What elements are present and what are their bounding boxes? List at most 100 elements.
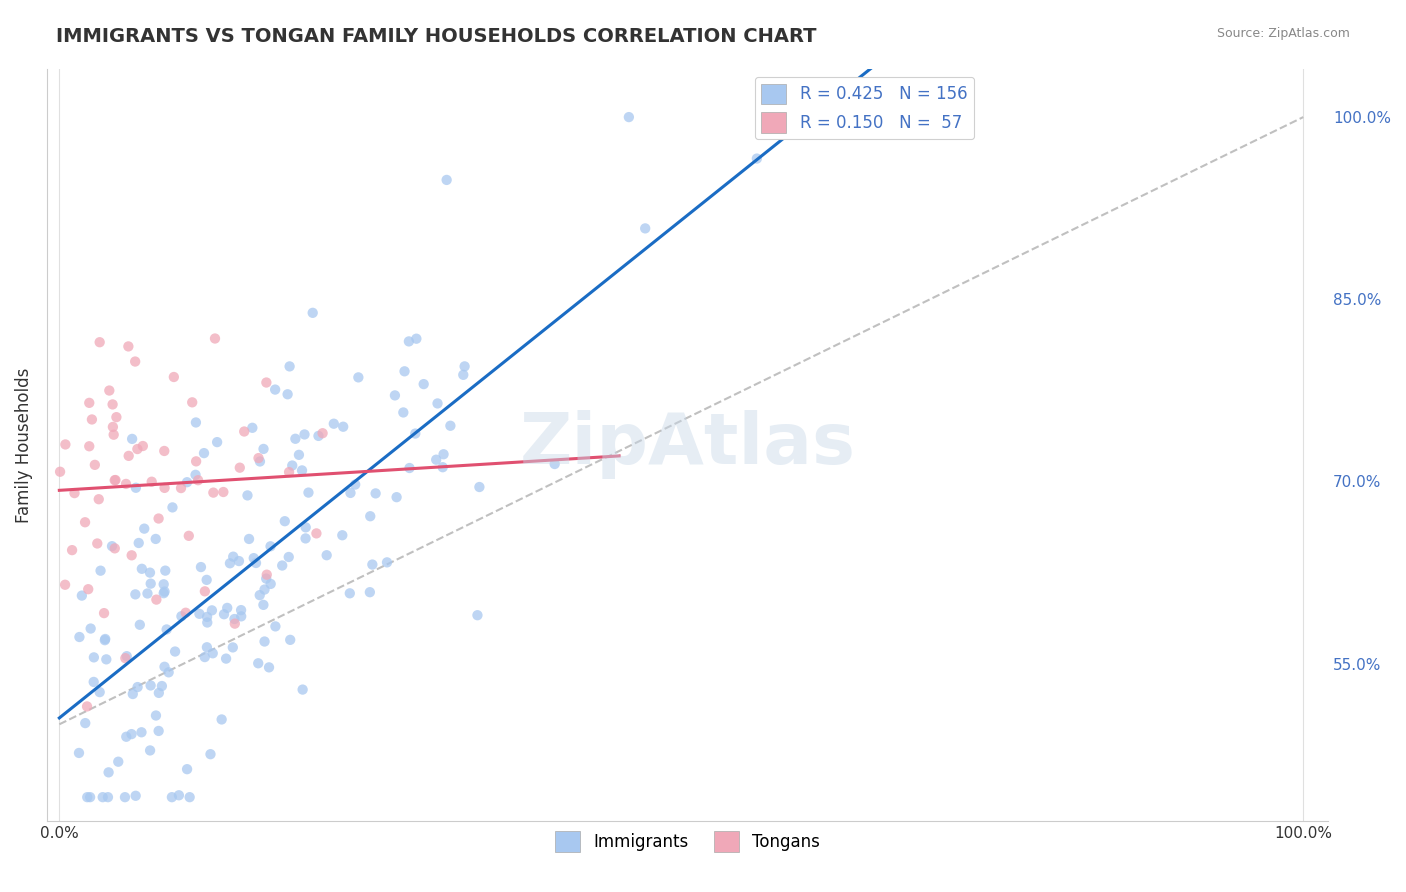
Point — [240, 421, 263, 435]
Point — [148, 686, 170, 700]
Point — [170, 609, 193, 624]
Point — [201, 603, 224, 617]
Point — [228, 554, 250, 568]
Point — [114, 651, 136, 665]
Point — [160, 790, 183, 805]
Point — [124, 789, 146, 803]
Point — [219, 556, 242, 570]
Point — [49, 465, 72, 479]
Point — [242, 551, 264, 566]
Point — [453, 368, 475, 382]
Point — [278, 359, 301, 374]
Point — [128, 536, 150, 550]
Point — [257, 660, 280, 674]
Point — [247, 451, 270, 466]
Point — [359, 585, 381, 599]
Point — [332, 419, 354, 434]
Point — [117, 339, 139, 353]
Point — [260, 577, 283, 591]
Point — [101, 420, 124, 434]
Point — [436, 173, 458, 187]
Point — [439, 418, 461, 433]
Point — [745, 152, 768, 166]
Point — [187, 473, 209, 487]
Point — [212, 485, 235, 500]
Point — [252, 442, 274, 456]
Point — [277, 549, 299, 564]
Y-axis label: Family Households: Family Households — [15, 368, 32, 523]
Point — [344, 477, 367, 491]
Point — [89, 685, 111, 699]
Point — [339, 486, 361, 500]
Point — [91, 790, 114, 805]
Point — [115, 730, 138, 744]
Point — [75, 515, 97, 529]
Point — [83, 458, 105, 472]
Point — [188, 607, 211, 621]
Point — [145, 532, 167, 546]
Point — [104, 541, 127, 556]
Point — [385, 490, 408, 504]
Point — [80, 412, 103, 426]
Point — [94, 632, 117, 646]
Point — [67, 630, 90, 644]
Point — [347, 370, 370, 384]
Point — [75, 716, 97, 731]
Point — [281, 458, 304, 473]
Point — [150, 679, 173, 693]
Point — [259, 539, 281, 553]
Point — [86, 536, 108, 550]
Point — [115, 477, 138, 491]
Point — [145, 592, 167, 607]
Point — [79, 622, 101, 636]
Point — [176, 762, 198, 776]
Point — [264, 383, 287, 397]
Point — [76, 790, 98, 805]
Point — [253, 634, 276, 648]
Point — [134, 522, 156, 536]
Point — [190, 560, 212, 574]
Point — [148, 723, 170, 738]
Point — [315, 548, 337, 562]
Point — [184, 467, 207, 482]
Point — [162, 500, 184, 515]
Point — [311, 426, 333, 441]
Point — [90, 564, 112, 578]
Point — [121, 549, 143, 563]
Point — [139, 566, 162, 580]
Point — [107, 755, 129, 769]
Point — [394, 364, 416, 378]
Point — [70, 589, 93, 603]
Point — [205, 435, 228, 450]
Point — [153, 660, 176, 674]
Point — [181, 395, 204, 409]
Point — [176, 475, 198, 490]
Point — [93, 606, 115, 620]
Point — [236, 488, 259, 502]
Point — [193, 446, 215, 460]
Point — [101, 397, 124, 411]
Point — [617, 110, 640, 124]
Point — [136, 586, 159, 600]
Point — [132, 439, 155, 453]
Point — [121, 687, 143, 701]
Point — [634, 221, 657, 235]
Point — [271, 558, 294, 573]
Point — [76, 699, 98, 714]
Point — [128, 617, 150, 632]
Point — [194, 650, 217, 665]
Point — [177, 529, 200, 543]
Text: ZipAtlas: ZipAtlas — [519, 410, 855, 480]
Point — [97, 790, 120, 805]
Point — [174, 606, 197, 620]
Point — [87, 492, 110, 507]
Point — [288, 448, 311, 462]
Point — [247, 657, 270, 671]
Point — [278, 632, 301, 647]
Point — [124, 587, 146, 601]
Point — [195, 573, 218, 587]
Point — [405, 332, 427, 346]
Point — [392, 405, 415, 419]
Point — [224, 612, 246, 626]
Point — [97, 765, 120, 780]
